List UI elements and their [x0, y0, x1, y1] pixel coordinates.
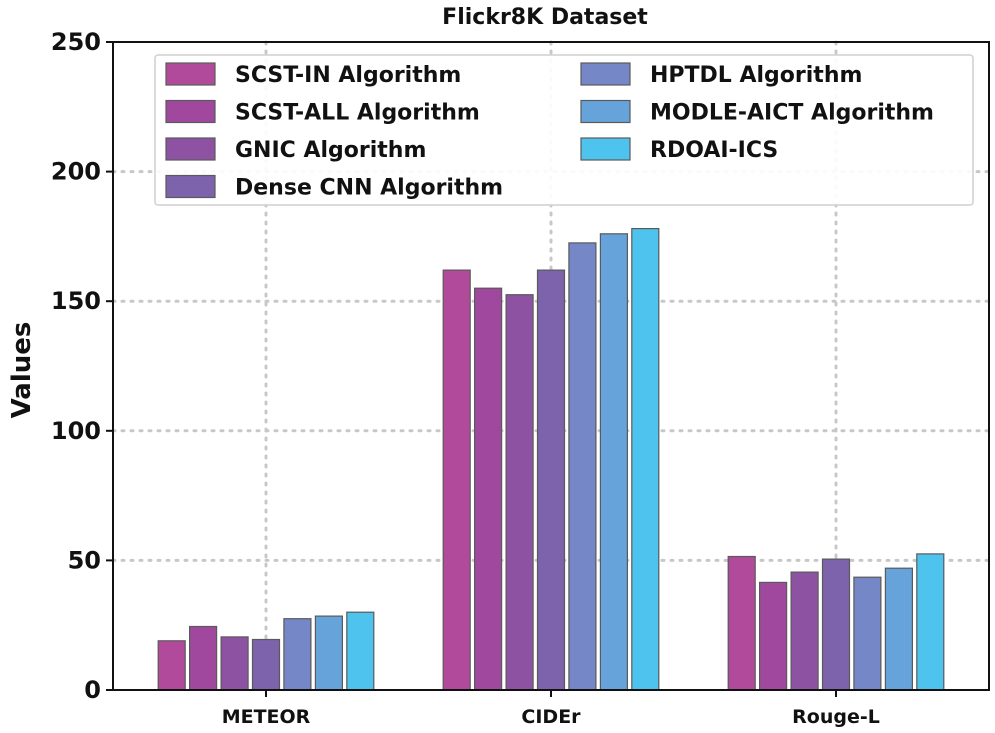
bar-meteor-series-4 — [251, 638, 281, 691]
bar-rouge-l-series-2 — [758, 581, 788, 691]
bar-meteor-series-3 — [220, 636, 249, 691]
legend-label: GNIC Algorithm — [235, 138, 426, 163]
legend-label: Dense CNN Algorithm — [235, 176, 503, 201]
y-tick-label: 50 — [68, 546, 101, 574]
y-tick-label: 100 — [51, 417, 101, 445]
bar-cider-series-6 — [599, 233, 629, 691]
x-tick-label: CIDEr — [521, 706, 581, 728]
bar-rouge-l-series-1 — [727, 555, 756, 691]
legend-swatch — [165, 174, 216, 199]
bar-meteor-series-5 — [283, 618, 312, 691]
bar-cider-series-2 — [474, 287, 503, 691]
bars — [157, 228, 945, 691]
legend-swatch — [165, 137, 216, 161]
y-tick-label: 200 — [51, 158, 101, 186]
bar-meteor-series-7 — [346, 611, 375, 691]
legend-swatch — [580, 99, 631, 124]
bar-rouge-l-series-4 — [821, 558, 851, 691]
x-tick-label: Rouge-L — [792, 706, 880, 728]
legend-label: SCST-IN Algorithm — [235, 63, 461, 88]
bar-cider-series-1 — [442, 269, 471, 691]
x-ticks: METEOR CIDEr Rouge-L — [222, 690, 880, 728]
bar-meteor-series-6 — [314, 615, 343, 691]
bar-meteor-series-2 — [189, 625, 218, 691]
legend-swatch — [580, 137, 631, 161]
bar-rouge-l-series-7 — [916, 553, 945, 691]
legend: SCST-IN Algorithm SCST-ALL Algorithm GNIC … — [154, 54, 974, 206]
bar-cider-series-3 — [505, 294, 534, 691]
bar-cider-series-7 — [631, 228, 660, 691]
x-tick-label: METEOR — [222, 706, 311, 728]
legend-label: SCST-ALL Algorithm — [235, 101, 480, 126]
chart-title: Flickr8K Dataset — [442, 5, 648, 30]
y-tick-label: 250 — [51, 28, 101, 56]
legend-box — [154, 54, 974, 206]
bar-rouge-l-series-5 — [853, 576, 882, 691]
legend-label: RDOAI-ICS — [650, 138, 778, 163]
y-tick-label: 0 — [84, 676, 101, 704]
bar-cider-series-5 — [568, 242, 597, 691]
bar-cider-series-4 — [536, 269, 566, 691]
bar-rouge-l-series-3 — [790, 571, 819, 691]
y-axis-label: Values — [7, 322, 37, 419]
y-ticks: 0 50 100 150 200 250 — [51, 28, 113, 704]
bar-meteor-series-1 — [157, 640, 186, 691]
legend-label: HPTDL Algorithm — [650, 63, 862, 88]
legend-swatch — [580, 62, 631, 86]
legend-label: MODLE-AICT Algorithm — [650, 101, 934, 126]
bar-rouge-l-series-6 — [884, 567, 914, 691]
legend-swatch — [165, 62, 216, 86]
y-tick-label: 150 — [51, 287, 101, 315]
legend-swatch — [165, 99, 216, 124]
